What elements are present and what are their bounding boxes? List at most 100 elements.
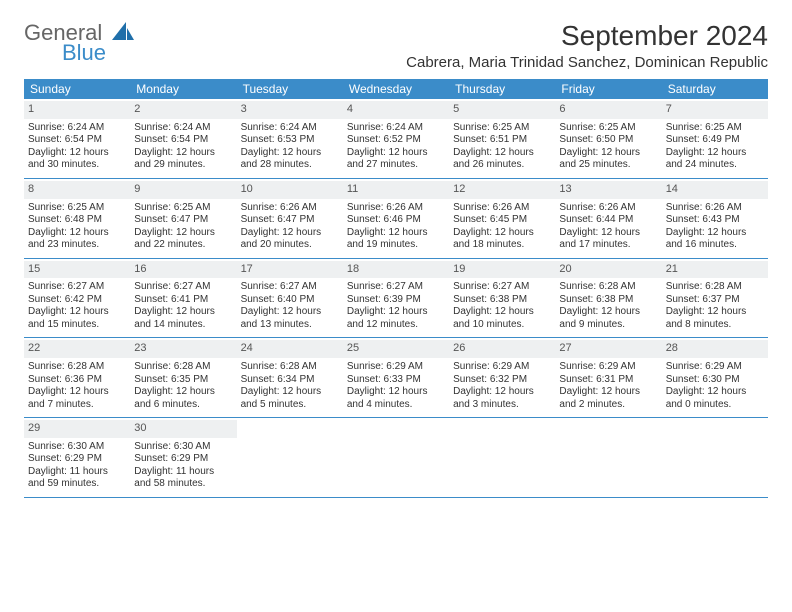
day-detail: Daylight: 12 hours bbox=[453, 386, 551, 399]
day-detail: Sunset: 6:48 PM bbox=[28, 214, 126, 227]
day-cell: 8 Sunrise: 6:25 AMSunset: 6:48 PMDaylight… bbox=[24, 179, 130, 258]
day-detail: Daylight: 12 hours bbox=[453, 147, 551, 160]
day-cell: 1Sunrise: 6:24 AMSunset: 6:54 PMDaylight… bbox=[24, 99, 130, 178]
day-cell: 16Sunrise: 6:27 AMSunset: 6:41 PMDayligh… bbox=[130, 259, 236, 338]
day-number: 6 bbox=[555, 101, 661, 119]
dow-cell: Thursday bbox=[449, 79, 555, 99]
day-detail: Sunset: 6:43 PM bbox=[666, 214, 764, 227]
day-detail: Sunset: 6:44 PM bbox=[559, 214, 657, 227]
day-cell: 6Sunrise: 6:25 AMSunset: 6:50 PMDaylight… bbox=[555, 99, 661, 178]
day-detail: Sunset: 6:37 PM bbox=[666, 294, 764, 307]
day-detail: and 10 minutes. bbox=[453, 319, 551, 332]
day-cell bbox=[449, 418, 555, 497]
day-detail: Sunrise: 6:27 AM bbox=[28, 281, 126, 294]
day-cell: 10Sunrise: 6:26 AMSunset: 6:47 PMDayligh… bbox=[237, 179, 343, 258]
day-number: 23 bbox=[130, 340, 236, 358]
day-cell: 9Sunrise: 6:25 AMSunset: 6:47 PMDaylight… bbox=[130, 179, 236, 258]
day-detail: and 58 minutes. bbox=[134, 478, 232, 491]
day-detail: Sunrise: 6:28 AM bbox=[28, 361, 126, 374]
day-detail: and 20 minutes. bbox=[241, 239, 339, 252]
day-cell: 4Sunrise: 6:24 AMSunset: 6:52 PMDaylight… bbox=[343, 99, 449, 178]
day-detail: and 7 minutes. bbox=[28, 399, 126, 412]
day-detail: and 6 minutes. bbox=[134, 399, 232, 412]
day-detail: Sunset: 6:46 PM bbox=[347, 214, 445, 227]
day-number: 30 bbox=[130, 420, 236, 438]
day-cell: 29Sunrise: 6:30 AMSunset: 6:29 PMDayligh… bbox=[24, 418, 130, 497]
day-number: 5 bbox=[449, 101, 555, 119]
day-cell: 28Sunrise: 6:29 AMSunset: 6:30 PMDayligh… bbox=[662, 338, 768, 417]
day-detail: Sunset: 6:54 PM bbox=[134, 134, 232, 147]
week-row: 15Sunrise: 6:27 AMSunset: 6:42 PMDayligh… bbox=[24, 259, 768, 339]
dow-cell: Wednesday bbox=[343, 79, 449, 99]
dow-cell: Saturday bbox=[662, 79, 768, 99]
day-detail: Sunset: 6:54 PM bbox=[28, 134, 126, 147]
day-detail: Sunset: 6:32 PM bbox=[453, 374, 551, 387]
day-detail: Sunrise: 6:25 AM bbox=[28, 202, 126, 215]
day-detail: Sunrise: 6:26 AM bbox=[241, 202, 339, 215]
day-detail: Sunrise: 6:29 AM bbox=[666, 361, 764, 374]
day-detail: Daylight: 12 hours bbox=[666, 306, 764, 319]
day-detail: and 24 minutes. bbox=[666, 159, 764, 172]
location-text: Cabrera, Maria Trinidad Sanchez, Dominic… bbox=[406, 54, 768, 71]
day-cell: 14Sunrise: 6:26 AMSunset: 6:43 PMDayligh… bbox=[662, 179, 768, 258]
day-detail: Sunrise: 6:30 AM bbox=[28, 441, 126, 454]
day-detail: and 3 minutes. bbox=[453, 399, 551, 412]
day-cell: 12Sunrise: 6:26 AMSunset: 6:45 PMDayligh… bbox=[449, 179, 555, 258]
day-detail: Sunrise: 6:30 AM bbox=[134, 441, 232, 454]
day-detail: Sunrise: 6:26 AM bbox=[347, 202, 445, 215]
day-detail: Daylight: 12 hours bbox=[347, 306, 445, 319]
day-number: 8 bbox=[24, 181, 130, 199]
day-detail: Daylight: 12 hours bbox=[134, 227, 232, 240]
day-detail: Daylight: 12 hours bbox=[559, 227, 657, 240]
day-number: 10 bbox=[237, 181, 343, 199]
day-detail: Daylight: 12 hours bbox=[28, 227, 126, 240]
day-detail: Sunset: 6:50 PM bbox=[559, 134, 657, 147]
day-detail: Daylight: 12 hours bbox=[347, 147, 445, 160]
day-detail: Sunset: 6:36 PM bbox=[28, 374, 126, 387]
day-detail: Sunrise: 6:24 AM bbox=[347, 122, 445, 135]
day-detail: Sunset: 6:31 PM bbox=[559, 374, 657, 387]
dow-cell: Friday bbox=[555, 79, 661, 99]
day-cell: 24Sunrise: 6:28 AMSunset: 6:34 PMDayligh… bbox=[237, 338, 343, 417]
day-cell: 11Sunrise: 6:26 AMSunset: 6:46 PMDayligh… bbox=[343, 179, 449, 258]
day-detail: Sunset: 6:51 PM bbox=[453, 134, 551, 147]
day-number: 28 bbox=[662, 340, 768, 358]
day-number: 17 bbox=[237, 261, 343, 279]
dow-cell: Sunday bbox=[24, 79, 130, 99]
day-detail: and 0 minutes. bbox=[666, 399, 764, 412]
day-detail: Sunrise: 6:29 AM bbox=[347, 361, 445, 374]
day-number: 25 bbox=[343, 340, 449, 358]
calendar: SundayMondayTuesdayWednesdayThursdayFrid… bbox=[24, 79, 768, 498]
day-detail: Sunrise: 6:26 AM bbox=[666, 202, 764, 215]
day-cell bbox=[343, 418, 449, 497]
day-detail: Sunrise: 6:27 AM bbox=[134, 281, 232, 294]
day-detail: Sunrise: 6:27 AM bbox=[241, 281, 339, 294]
day-cell bbox=[237, 418, 343, 497]
day-cell: 20Sunrise: 6:28 AMSunset: 6:38 PMDayligh… bbox=[555, 259, 661, 338]
day-detail: Sunrise: 6:25 AM bbox=[559, 122, 657, 135]
day-detail: Daylight: 12 hours bbox=[241, 147, 339, 160]
day-cell: 5Sunrise: 6:25 AMSunset: 6:51 PMDaylight… bbox=[449, 99, 555, 178]
day-cell bbox=[662, 418, 768, 497]
header: General Blue September 2024 Cabrera, Mar… bbox=[24, 20, 768, 71]
day-detail: Sunrise: 6:27 AM bbox=[347, 281, 445, 294]
day-detail: Daylight: 12 hours bbox=[559, 306, 657, 319]
day-cell: 27Sunrise: 6:29 AMSunset: 6:31 PMDayligh… bbox=[555, 338, 661, 417]
week-row: 1Sunrise: 6:24 AMSunset: 6:54 PMDaylight… bbox=[24, 99, 768, 179]
day-detail: Sunset: 6:49 PM bbox=[666, 134, 764, 147]
day-cell: 18Sunrise: 6:27 AMSunset: 6:39 PMDayligh… bbox=[343, 259, 449, 338]
day-number: 16 bbox=[130, 261, 236, 279]
day-number: 21 bbox=[662, 261, 768, 279]
day-detail: Sunset: 6:53 PM bbox=[241, 134, 339, 147]
day-detail: and 18 minutes. bbox=[453, 239, 551, 252]
day-detail: Daylight: 12 hours bbox=[134, 147, 232, 160]
day-detail: Sunset: 6:38 PM bbox=[559, 294, 657, 307]
day-detail: and 14 minutes. bbox=[134, 319, 232, 332]
day-detail: Sunset: 6:29 PM bbox=[28, 453, 126, 466]
day-detail: and 59 minutes. bbox=[28, 478, 126, 491]
month-title: September 2024 bbox=[406, 20, 768, 52]
day-detail: and 27 minutes. bbox=[347, 159, 445, 172]
day-detail: Daylight: 11 hours bbox=[28, 466, 126, 479]
day-detail: and 15 minutes. bbox=[28, 319, 126, 332]
day-number: 22 bbox=[24, 340, 130, 358]
